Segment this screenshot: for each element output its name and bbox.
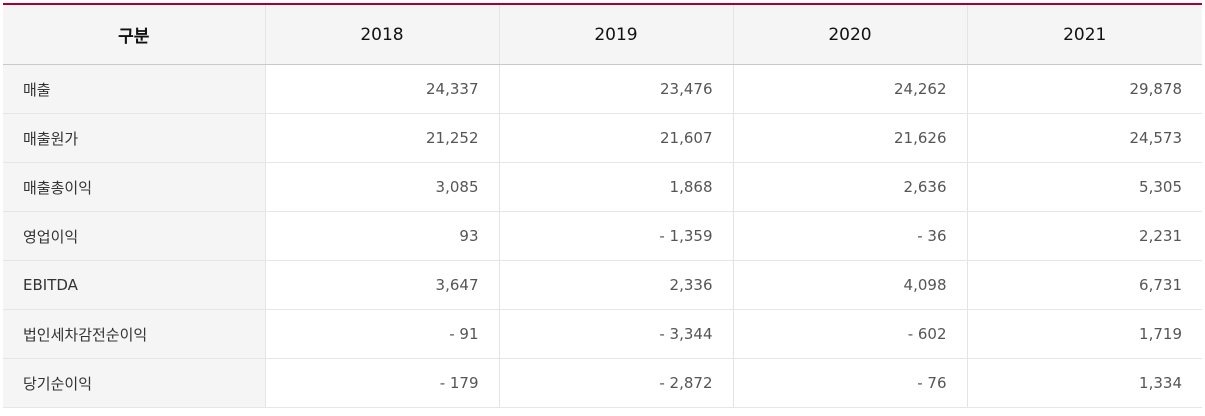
cell-value: 3,647	[264, 260, 499, 310]
header-category: 구분	[3, 4, 265, 65]
row-label: 매출총이익	[3, 162, 265, 212]
cell-value: 3,085	[264, 162, 499, 212]
cell-value: 23,476	[498, 64, 733, 114]
cell-value: 21,626	[732, 113, 967, 163]
header-year-2019: 2019	[498, 4, 733, 65]
table-row: EBITDA 3,647 2,336 4,098 6,731	[3, 260, 1202, 310]
row-label: 법인세차감전순이익	[3, 309, 265, 359]
row-label: EBITDA	[3, 260, 265, 310]
cell-value: 5,305	[966, 162, 1202, 212]
row-label: 매출원가	[3, 113, 265, 163]
cell-value: 2,336	[498, 260, 733, 310]
header-year-2020: 2020	[732, 4, 967, 65]
cell-value: - 36	[732, 211, 967, 261]
row-label: 당기순이익	[3, 358, 265, 408]
row-label: 영업이익	[3, 211, 265, 261]
cell-value: - 76	[732, 358, 967, 408]
financial-table-container: 구분 2018 2019 2020 2021 매출 24,337 23,476 …	[3, 3, 1202, 408]
cell-value: 21,252	[264, 113, 499, 163]
cell-value: 24,573	[966, 113, 1202, 163]
table-row: 매출총이익 3,085 1,868 2,636 5,305	[3, 162, 1202, 212]
header-year-2018: 2018	[264, 4, 499, 65]
cell-value: - 3,344	[498, 309, 733, 359]
cell-value: 1,719	[966, 309, 1202, 359]
cell-value: 29,878	[966, 64, 1202, 114]
table-row: 매출 24,337 23,476 24,262 29,878	[3, 64, 1202, 114]
table-header: 구분 2018 2019 2020 2021	[3, 4, 1202, 65]
cell-value: - 602	[732, 309, 967, 359]
table-row: 당기순이익 - 179 - 2,872 - 76 1,334	[3, 358, 1202, 408]
cell-value: - 91	[264, 309, 499, 359]
cell-value: 21,607	[498, 113, 733, 163]
table-body: 매출 24,337 23,476 24,262 29,878 매출원가 21,2…	[3, 64, 1202, 408]
cell-value: 93	[264, 211, 499, 261]
row-label: 매출	[3, 64, 265, 114]
cell-value: - 1,359	[498, 211, 733, 261]
header-year-2021: 2021	[966, 4, 1202, 65]
cell-value: 2,636	[732, 162, 967, 212]
cell-value: 6,731	[966, 260, 1202, 310]
header-row: 구분 2018 2019 2020 2021	[3, 4, 1202, 65]
table-row: 영업이익 93 - 1,359 - 36 2,231	[3, 211, 1202, 261]
cell-value: 4,098	[732, 260, 967, 310]
table-row: 매출원가 21,252 21,607 21,626 24,573	[3, 113, 1202, 163]
financial-table: 구분 2018 2019 2020 2021 매출 24,337 23,476 …	[3, 3, 1202, 408]
cell-value: 24,337	[264, 64, 499, 114]
cell-value: 24,262	[732, 64, 967, 114]
cell-value: - 179	[264, 358, 499, 408]
cell-value: 2,231	[966, 211, 1202, 261]
table-row: 법인세차감전순이익 - 91 - 3,344 - 602 1,719	[3, 309, 1202, 359]
cell-value: 1,868	[498, 162, 733, 212]
cell-value: - 2,872	[498, 358, 733, 408]
cell-value: 1,334	[966, 358, 1202, 408]
